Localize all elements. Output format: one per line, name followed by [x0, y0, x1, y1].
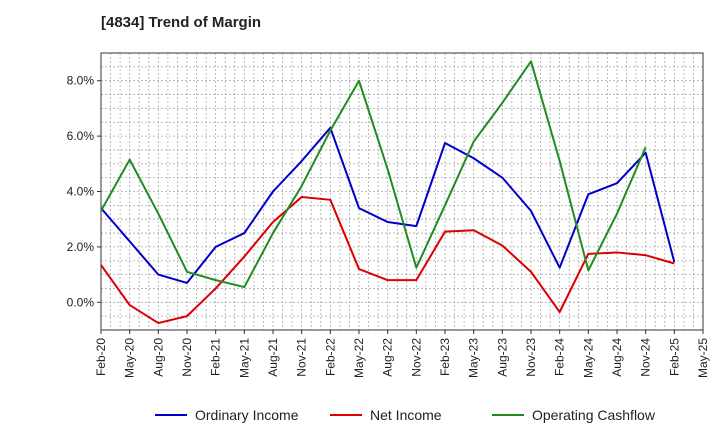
series-line-operating-cashflow: [100, 60, 647, 289]
x-tick-label: Nov-24: [639, 338, 653, 377]
x-tick-label: Aug-23: [495, 338, 509, 377]
x-tick-label: May-20: [123, 338, 137, 378]
x-tick-label: Nov-20: [180, 338, 194, 377]
y-tick-label: 0.0%: [67, 295, 95, 309]
x-tick-label: May-23: [467, 338, 481, 378]
x-tick-label: Nov-23: [524, 338, 538, 377]
y-tick-label: 2.0%: [67, 240, 95, 254]
legend-label: Ordinary Income: [195, 407, 299, 423]
x-tick-label: May-25: [696, 338, 710, 378]
x-tick-label: Aug-24: [610, 338, 624, 377]
y-tick-label: 6.0%: [67, 129, 95, 143]
x-tick-label: May-21: [237, 338, 251, 378]
x-tick-label: Feb-20: [94, 338, 108, 376]
x-tick-label: Aug-22: [381, 338, 395, 377]
x-tick-label: Feb-24: [553, 338, 567, 376]
x-tick-label: Nov-21: [295, 338, 309, 377]
y-tick-label: 8.0%: [67, 74, 95, 88]
chart-title: [4834] Trend of Margin: [101, 14, 262, 31]
legend-label: Net Income: [370, 407, 442, 423]
series-line-ordinary-income: [100, 126, 676, 284]
legend-label: Operating Cashflow: [532, 407, 656, 423]
x-tick-label: Feb-23: [438, 338, 452, 376]
x-tick-label: Aug-20: [151, 338, 165, 377]
x-tick-label: May-24: [581, 338, 595, 378]
x-tick-label: Feb-22: [323, 338, 337, 376]
x-tick-label: May-22: [352, 338, 366, 378]
y-tick-label: 4.0%: [67, 185, 95, 199]
series-line-net-income: [100, 196, 675, 325]
x-tick-label: Nov-22: [409, 338, 423, 377]
x-tick-label: Aug-21: [266, 338, 280, 377]
x-tick-label: Feb-21: [209, 338, 223, 376]
x-tick-label: Feb-25: [667, 338, 681, 376]
